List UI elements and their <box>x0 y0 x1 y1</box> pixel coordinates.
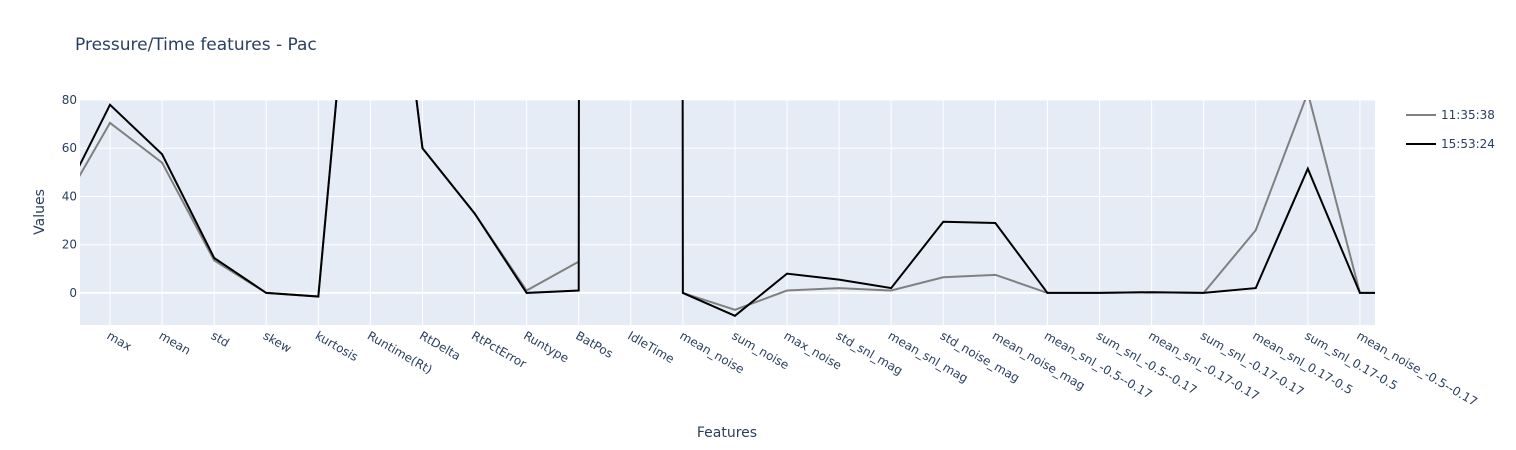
y-tick-label: 20 <box>62 238 77 252</box>
x-tick-label: mean <box>157 328 193 357</box>
y-tick-label: 80 <box>62 93 77 107</box>
series-line <box>80 100 1375 317</box>
y-axis-title: Values <box>32 189 48 235</box>
legend-label: 15:53:24 <box>1441 137 1495 151</box>
x-tick-label: max_noise <box>782 328 844 372</box>
y-tick-label: 40 <box>62 189 77 203</box>
legend: 11:35:38 15:53:24 <box>1406 108 1495 151</box>
x-tick-label: BatPos <box>573 328 615 360</box>
plot-area <box>80 100 1375 325</box>
x-tick-label: RtPctError <box>469 328 529 371</box>
x-tick-label: std <box>209 328 232 349</box>
x-tick-label: kurtosis <box>313 328 361 364</box>
x-tick-label: IdleTime <box>625 328 676 366</box>
lines <box>80 100 1375 317</box>
legend-label: 11:35:38 <box>1441 108 1495 122</box>
x-axis-title: Features <box>697 425 757 441</box>
chart-title: Pressure/Time features - Pac <box>75 35 317 55</box>
x-tick-label: mean_noise_mag <box>990 328 1088 392</box>
x-tick-label: max <box>104 328 134 353</box>
y-tick-label: 0 <box>69 286 77 300</box>
x-tick-label: skew <box>261 328 294 355</box>
x-tick-label: Runtype <box>521 328 571 365</box>
y-tick-label: 60 <box>62 141 77 155</box>
